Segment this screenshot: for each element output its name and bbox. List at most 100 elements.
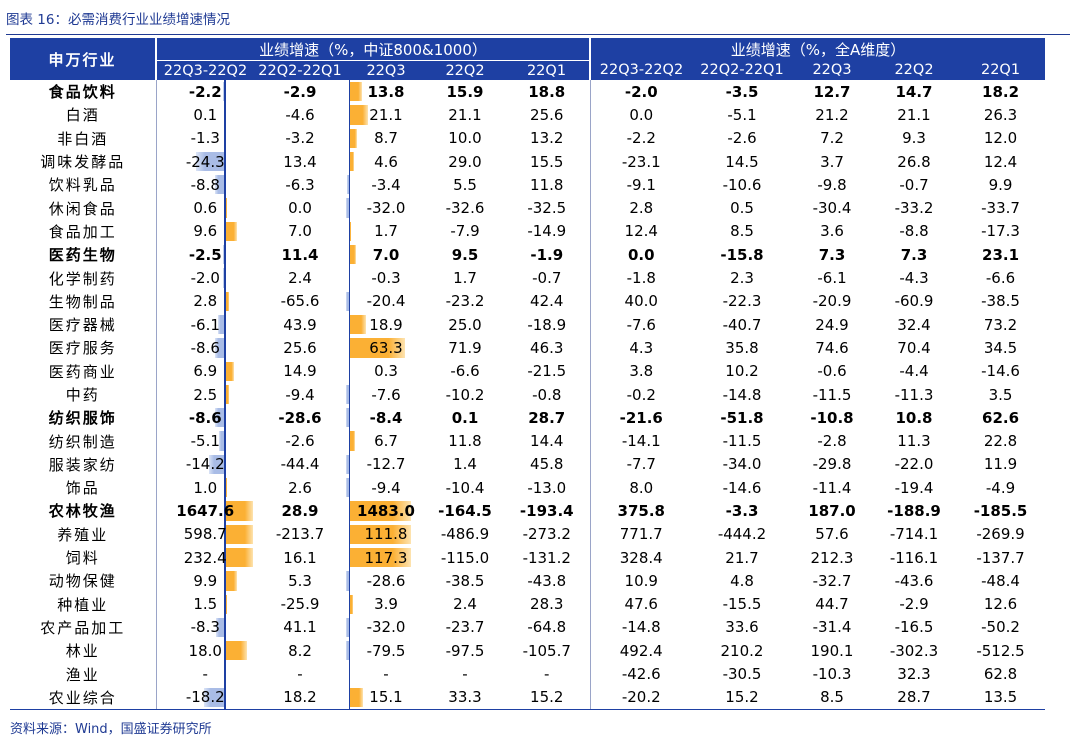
negative-bar bbox=[346, 198, 350, 218]
cell-a-2: 21.1 bbox=[346, 103, 426, 126]
table-row: 生物制品 2.8 -65.6 -20.4 -23.2 42.4 40.0 -22.3 -20.9… bbox=[10, 289, 1045, 313]
cell-a-3: -164.5 bbox=[426, 499, 504, 522]
cell-value: 33.6 bbox=[725, 618, 759, 637]
cell-value: 47.6 bbox=[624, 595, 658, 614]
cell-a-3: -6.6 bbox=[426, 360, 504, 383]
cell-value: -14.6 bbox=[722, 478, 762, 497]
table-row: 食品加工 9.6 7.0 1.7 -7.9 -14.9 12.4 8.5 3.6 -8.8 -17.… bbox=[10, 219, 1045, 244]
table-row: 休闲食品 0.6 0.0 -32.0 -32.6 -32.5 2.8 0.5 -30.4 -33.… bbox=[10, 196, 1045, 220]
cell-value: -137.7 bbox=[976, 548, 1025, 567]
positive-bar bbox=[349, 501, 411, 521]
cell-a-1: 8.2 bbox=[254, 639, 346, 662]
cell-value: -13.0 bbox=[527, 478, 567, 497]
cell-value: -6.6 bbox=[985, 269, 1016, 288]
positive-bar bbox=[349, 128, 358, 148]
cell-value: 2.3 bbox=[730, 269, 754, 288]
cell-value: -2.8 bbox=[817, 432, 847, 451]
cell-a-1: -4.6 bbox=[254, 103, 346, 126]
cell-a-4: -1.9 bbox=[504, 243, 591, 267]
cell-a-4: 15.5 bbox=[504, 149, 591, 174]
cell-value: -18.2 bbox=[185, 688, 225, 707]
cell-value: 5.5 bbox=[453, 175, 477, 194]
cell-value: -116.1 bbox=[889, 548, 939, 567]
positive-bar bbox=[349, 151, 354, 172]
cell-value: -10.6 bbox=[722, 175, 762, 194]
cell-b-0: 328.4 bbox=[590, 546, 692, 569]
cell-value: -32.7 bbox=[812, 571, 852, 590]
cell-value: 12.7 bbox=[813, 82, 851, 101]
cell-b-2: -30.4 bbox=[792, 196, 872, 219]
industry-name: 化学制药 bbox=[10, 266, 157, 290]
cell-a-4: -131.2 bbox=[504, 545, 591, 570]
cell-value: 15.5 bbox=[530, 152, 564, 171]
cell-a-2: -79.5 bbox=[346, 639, 426, 662]
industry-name: 服装家纺 bbox=[10, 452, 157, 477]
cell-b-3: 14.7 bbox=[872, 80, 956, 103]
cell-a-4: 28.3 bbox=[504, 592, 591, 616]
cell-b-0: -21.6 bbox=[590, 406, 692, 429]
positive-bar bbox=[349, 105, 369, 125]
cell-a-1: -65.6 bbox=[254, 290, 346, 313]
cell-a-1: -28.6 bbox=[254, 406, 346, 429]
cell-a-1: 16.1 bbox=[254, 546, 346, 569]
cell-a-3: -97.5 bbox=[426, 639, 504, 662]
cell-b-0: 2.8 bbox=[590, 196, 692, 219]
cell-b-4: -512.5 bbox=[956, 639, 1045, 662]
cell-b-3: 26.8 bbox=[872, 150, 956, 173]
cell-value: 44.7 bbox=[815, 595, 849, 614]
cell-value: 4.3 bbox=[629, 338, 654, 357]
cell-value: 187.0 bbox=[808, 501, 856, 520]
cell-value: -19.4 bbox=[894, 478, 934, 497]
cell-b-1: 21.7 bbox=[692, 546, 792, 569]
cell-a-2: -7.6 bbox=[346, 383, 426, 406]
cell-value: -5.1 bbox=[727, 105, 757, 124]
industry-name: 休闲食品 bbox=[10, 196, 157, 220]
cell-a-3: 0.1 bbox=[426, 406, 504, 429]
cell-value: 25.6 bbox=[530, 105, 564, 124]
cell-value: 18.2 bbox=[982, 82, 1020, 101]
header-col: 22Q2 bbox=[872, 60, 956, 80]
cell-a-1: 14.9 bbox=[254, 360, 346, 383]
cell-value: -79.5 bbox=[366, 641, 406, 660]
cell-value: -2.9 bbox=[899, 595, 929, 614]
cell-value: 33.3 bbox=[448, 688, 482, 707]
cell-value: -20.2 bbox=[621, 688, 661, 707]
cell-value: 7.2 bbox=[820, 129, 844, 148]
cell-value: -10.2 bbox=[445, 385, 485, 404]
cell-value: -42.6 bbox=[621, 665, 661, 684]
cell-value: -6.1 bbox=[817, 269, 847, 288]
cell-a-3: -486.9 bbox=[426, 523, 504, 546]
industry-name: 农林牧渔 bbox=[10, 499, 157, 523]
source-note: 资料来源：Wind，国盛证券研究所 bbox=[10, 722, 212, 737]
cell-b-3: -2.9 bbox=[872, 593, 956, 616]
cell-value: -714.1 bbox=[889, 525, 939, 544]
cell-b-2: 3.7 bbox=[792, 150, 872, 173]
cell-b-0: 375.8 bbox=[590, 499, 692, 522]
cell-value: -11.5 bbox=[812, 385, 852, 404]
cell-a-4: -32.5 bbox=[504, 196, 591, 220]
table-row: 饰品 1.0 2.6 -9.4 -10.4 -13.0 8.0 -14.6 -11.4 -19.4… bbox=[10, 476, 1045, 500]
cell-a-2: 8.7 bbox=[346, 127, 426, 150]
cell-value: -8.6 bbox=[188, 408, 222, 427]
cell-value: -23.1 bbox=[621, 152, 661, 171]
cell-a-4: 11.8 bbox=[504, 173, 591, 197]
cell-a-2: 7.0 bbox=[346, 243, 426, 266]
cell-b-3: 21.1 bbox=[872, 103, 956, 126]
industry-name: 饮料乳品 bbox=[10, 173, 157, 197]
cell-a-3: -23.2 bbox=[426, 290, 504, 313]
cell-value: 42.4 bbox=[530, 292, 564, 311]
cell-b-3: -33.2 bbox=[872, 196, 956, 219]
cell-value: -7.9 bbox=[450, 222, 480, 241]
cell-value: 62.8 bbox=[983, 665, 1018, 684]
cell-b-2: 7.3 bbox=[792, 243, 872, 266]
cell-b-4: -38.5 bbox=[956, 290, 1045, 313]
industry-name: 医疗服务 bbox=[10, 336, 157, 360]
negative-bar bbox=[346, 478, 350, 498]
cell-value: 0.1 bbox=[451, 408, 479, 427]
cell-value: -9.1 bbox=[626, 175, 656, 194]
cell-value: -444.2 bbox=[717, 525, 767, 544]
cell-a-0: 1.0 bbox=[156, 476, 254, 499]
cell-b-4: -269.9 bbox=[956, 523, 1045, 546]
title-rule bbox=[6, 34, 1070, 35]
cell-value: -302.3 bbox=[889, 641, 939, 660]
